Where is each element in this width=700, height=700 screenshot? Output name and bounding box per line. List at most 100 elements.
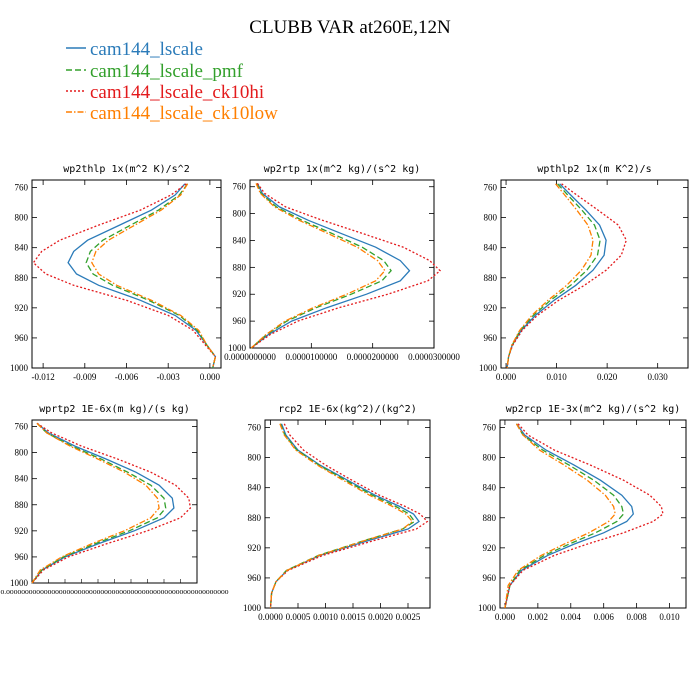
series-line-cam144-lscale-pmf <box>504 423 625 609</box>
panel-3: wprtp2 1E-6x(m kg)/(s kg) 760 800 840 880 920… <box>1 404 229 596</box>
y-tick-label: 1000 <box>478 603 497 613</box>
x-tick-label: 0.0000200000 <box>347 352 399 362</box>
series-line-cam144-lscale-ck10low <box>31 422 160 584</box>
legend-label-1: cam144_lscale_pmf <box>90 61 244 82</box>
x-tick-label: 0.000 <box>495 612 516 622</box>
y-tick-label: 960 <box>248 573 262 583</box>
panel-1: wp2rtp 1x(m^2 kg)/(s^2 kg) 760 800 840 880 92… <box>224 164 460 362</box>
y-tick-label: 920 <box>248 543 262 553</box>
panel-4: rcp2 1E-6x(kg^2)/(kg^2) 760 800 840 880 920 96… <box>243 404 431 622</box>
y-tick-label: 760 <box>484 183 498 193</box>
series-line-cam144-lscale <box>67 183 217 369</box>
y-tick-label: 960 <box>233 316 247 326</box>
x-tick-label: -0.006 <box>115 372 139 382</box>
series-line-cam144-lscale-ck10low <box>91 183 217 369</box>
x-tick-label: -0.012 <box>31 372 54 382</box>
series-line-cam144-lscale-ck10hi <box>250 183 442 349</box>
y-tick-label: 1000 <box>10 578 29 588</box>
x-tick-label: 0.0020 <box>368 612 393 622</box>
series-line-cam144-lscale-ck10hi <box>504 423 664 609</box>
panel-title: wpthlp2 1x(m K^2)/s <box>537 164 651 175</box>
series-line-cam144-lscale-pmf <box>250 183 392 349</box>
series-line-cam144-lscale-ck10hi <box>31 422 192 584</box>
y-tick-label: 760 <box>248 423 262 433</box>
x-tick-label: 0.000 <box>496 372 517 382</box>
y-tick-label: 880 <box>15 273 29 283</box>
x-tick-label: 0.004 <box>561 612 582 622</box>
y-tick-label: 920 <box>15 303 29 313</box>
y-tick-label: 800 <box>483 453 497 463</box>
y-tick-label: 960 <box>484 333 498 343</box>
series-line-cam144-lscale-pmf <box>31 422 167 584</box>
y-tick-label: 760 <box>15 183 29 193</box>
y-tick-label: 960 <box>15 552 29 562</box>
panel-title: wp2thlp 1x(m^2 K)/s^2 <box>63 164 189 175</box>
y-tick-label: 800 <box>15 448 29 458</box>
y-tick-label: 1000 <box>10 363 29 373</box>
y-tick-label: 920 <box>15 526 29 536</box>
legend-label-2: cam144_lscale_ck10hi <box>90 82 264 103</box>
y-tick-label: 840 <box>484 243 498 253</box>
series-line-cam144-lscale-ck10low <box>504 423 616 609</box>
y-tick-label: 840 <box>248 483 262 493</box>
panel-title: rcp2 1E-6x(kg^2)/(kg^2) <box>278 404 416 415</box>
x-tick-label: -0.009 <box>73 372 97 382</box>
legend-label-3: cam144_lscale_ck10low <box>90 103 278 124</box>
series-line-cam144-lscale <box>31 422 175 584</box>
x-tick-label: 0.0010 <box>313 612 338 622</box>
x-tick-label: -0.003 <box>157 372 181 382</box>
plot-frame <box>264 419 431 609</box>
y-tick-label: 960 <box>15 333 29 343</box>
x-tick-label: 0.010 <box>659 612 680 622</box>
series-line-cam144-lscale-ck10low <box>269 423 414 609</box>
x-tick-label: 0.030 <box>648 372 669 382</box>
series-line-cam144-lscale-pmf <box>269 423 416 609</box>
panel-0: wp2thlp 1x(m^2 K)/s^2 760 800 840 880 920 960 1… <box>10 164 222 382</box>
series-line-cam144-lscale-ck10low <box>250 183 386 349</box>
x-tick-label: 0.020 <box>597 372 618 382</box>
panel-2: wpthlp2 1x(m K^2)/s 760 800 840 880 920 960 100… <box>479 164 689 382</box>
y-tick-label: 920 <box>484 303 498 313</box>
y-tick-label: 880 <box>15 500 29 510</box>
y-tick-label: 880 <box>484 273 498 283</box>
series-line-cam144-lscale <box>504 423 635 609</box>
x-tick-label: 0.008 <box>626 612 647 622</box>
y-tick-label: 800 <box>248 453 262 463</box>
x-tick-label: 0.0000100000 <box>285 352 337 362</box>
series-line-cam144-lscale <box>269 423 420 609</box>
legend: cam144_lscale cam144_lscale_pmf cam144_l… <box>66 39 278 124</box>
series-line-cam144-lscale-ck10hi <box>269 423 429 609</box>
x-tick-label: 0.0025 <box>396 612 421 622</box>
plot-frame <box>31 179 222 369</box>
y-tick-label: 1000 <box>228 343 247 353</box>
y-tick-label: 760 <box>483 423 497 433</box>
y-tick-label: 800 <box>484 213 498 223</box>
y-tick-label: 760 <box>233 182 247 192</box>
y-tick-label: 1000 <box>479 363 498 373</box>
panel-title: wprtp2 1E-6x(m kg)/(s kg) <box>39 404 190 415</box>
x-tick-label: 0.0000300000 <box>408 352 460 362</box>
y-tick-label: 880 <box>483 513 497 523</box>
x-tick-label: 0.002 <box>528 612 548 622</box>
x-tick-label: 0.010 <box>546 372 567 382</box>
figure-title: CLUBB VAR at260E,12N <box>249 17 451 38</box>
y-tick-label: 1000 <box>243 603 262 613</box>
series-line-cam144-lscale-ck10low <box>506 183 594 369</box>
x-tick-label: 0.0005 <box>286 612 311 622</box>
y-tick-label: 840 <box>15 474 29 484</box>
y-tick-label: 960 <box>483 573 497 583</box>
panel-5: wp2rcp 1E-3x(m^2 kg)/(s^2 kg) 760 800 840 88… <box>478 404 687 622</box>
series-line-cam144-lscale-pmf <box>506 183 601 369</box>
plot-frame <box>500 179 689 369</box>
y-tick-label: 880 <box>233 262 247 272</box>
panel-title: wp2rcp 1E-3x(m^2 kg)/(s^2 kg) <box>506 404 681 415</box>
panel-title: wp2rtp 1x(m^2 kg)/(s^2 kg) <box>264 164 421 175</box>
x-tick-label: 0.0000000000 <box>224 352 276 362</box>
x-tick-label: 0.0000 <box>258 612 283 622</box>
y-tick-label: 920 <box>483 543 497 553</box>
y-tick-label: 760 <box>15 422 29 432</box>
series-line-cam144-lscale-ck10hi <box>32 183 217 369</box>
y-tick-label: 840 <box>15 243 29 253</box>
y-tick-label: 880 <box>248 513 262 523</box>
panels: wp2thlp 1x(m^2 K)/s^2 760 800 840 880 920 960 1… <box>1 164 689 622</box>
